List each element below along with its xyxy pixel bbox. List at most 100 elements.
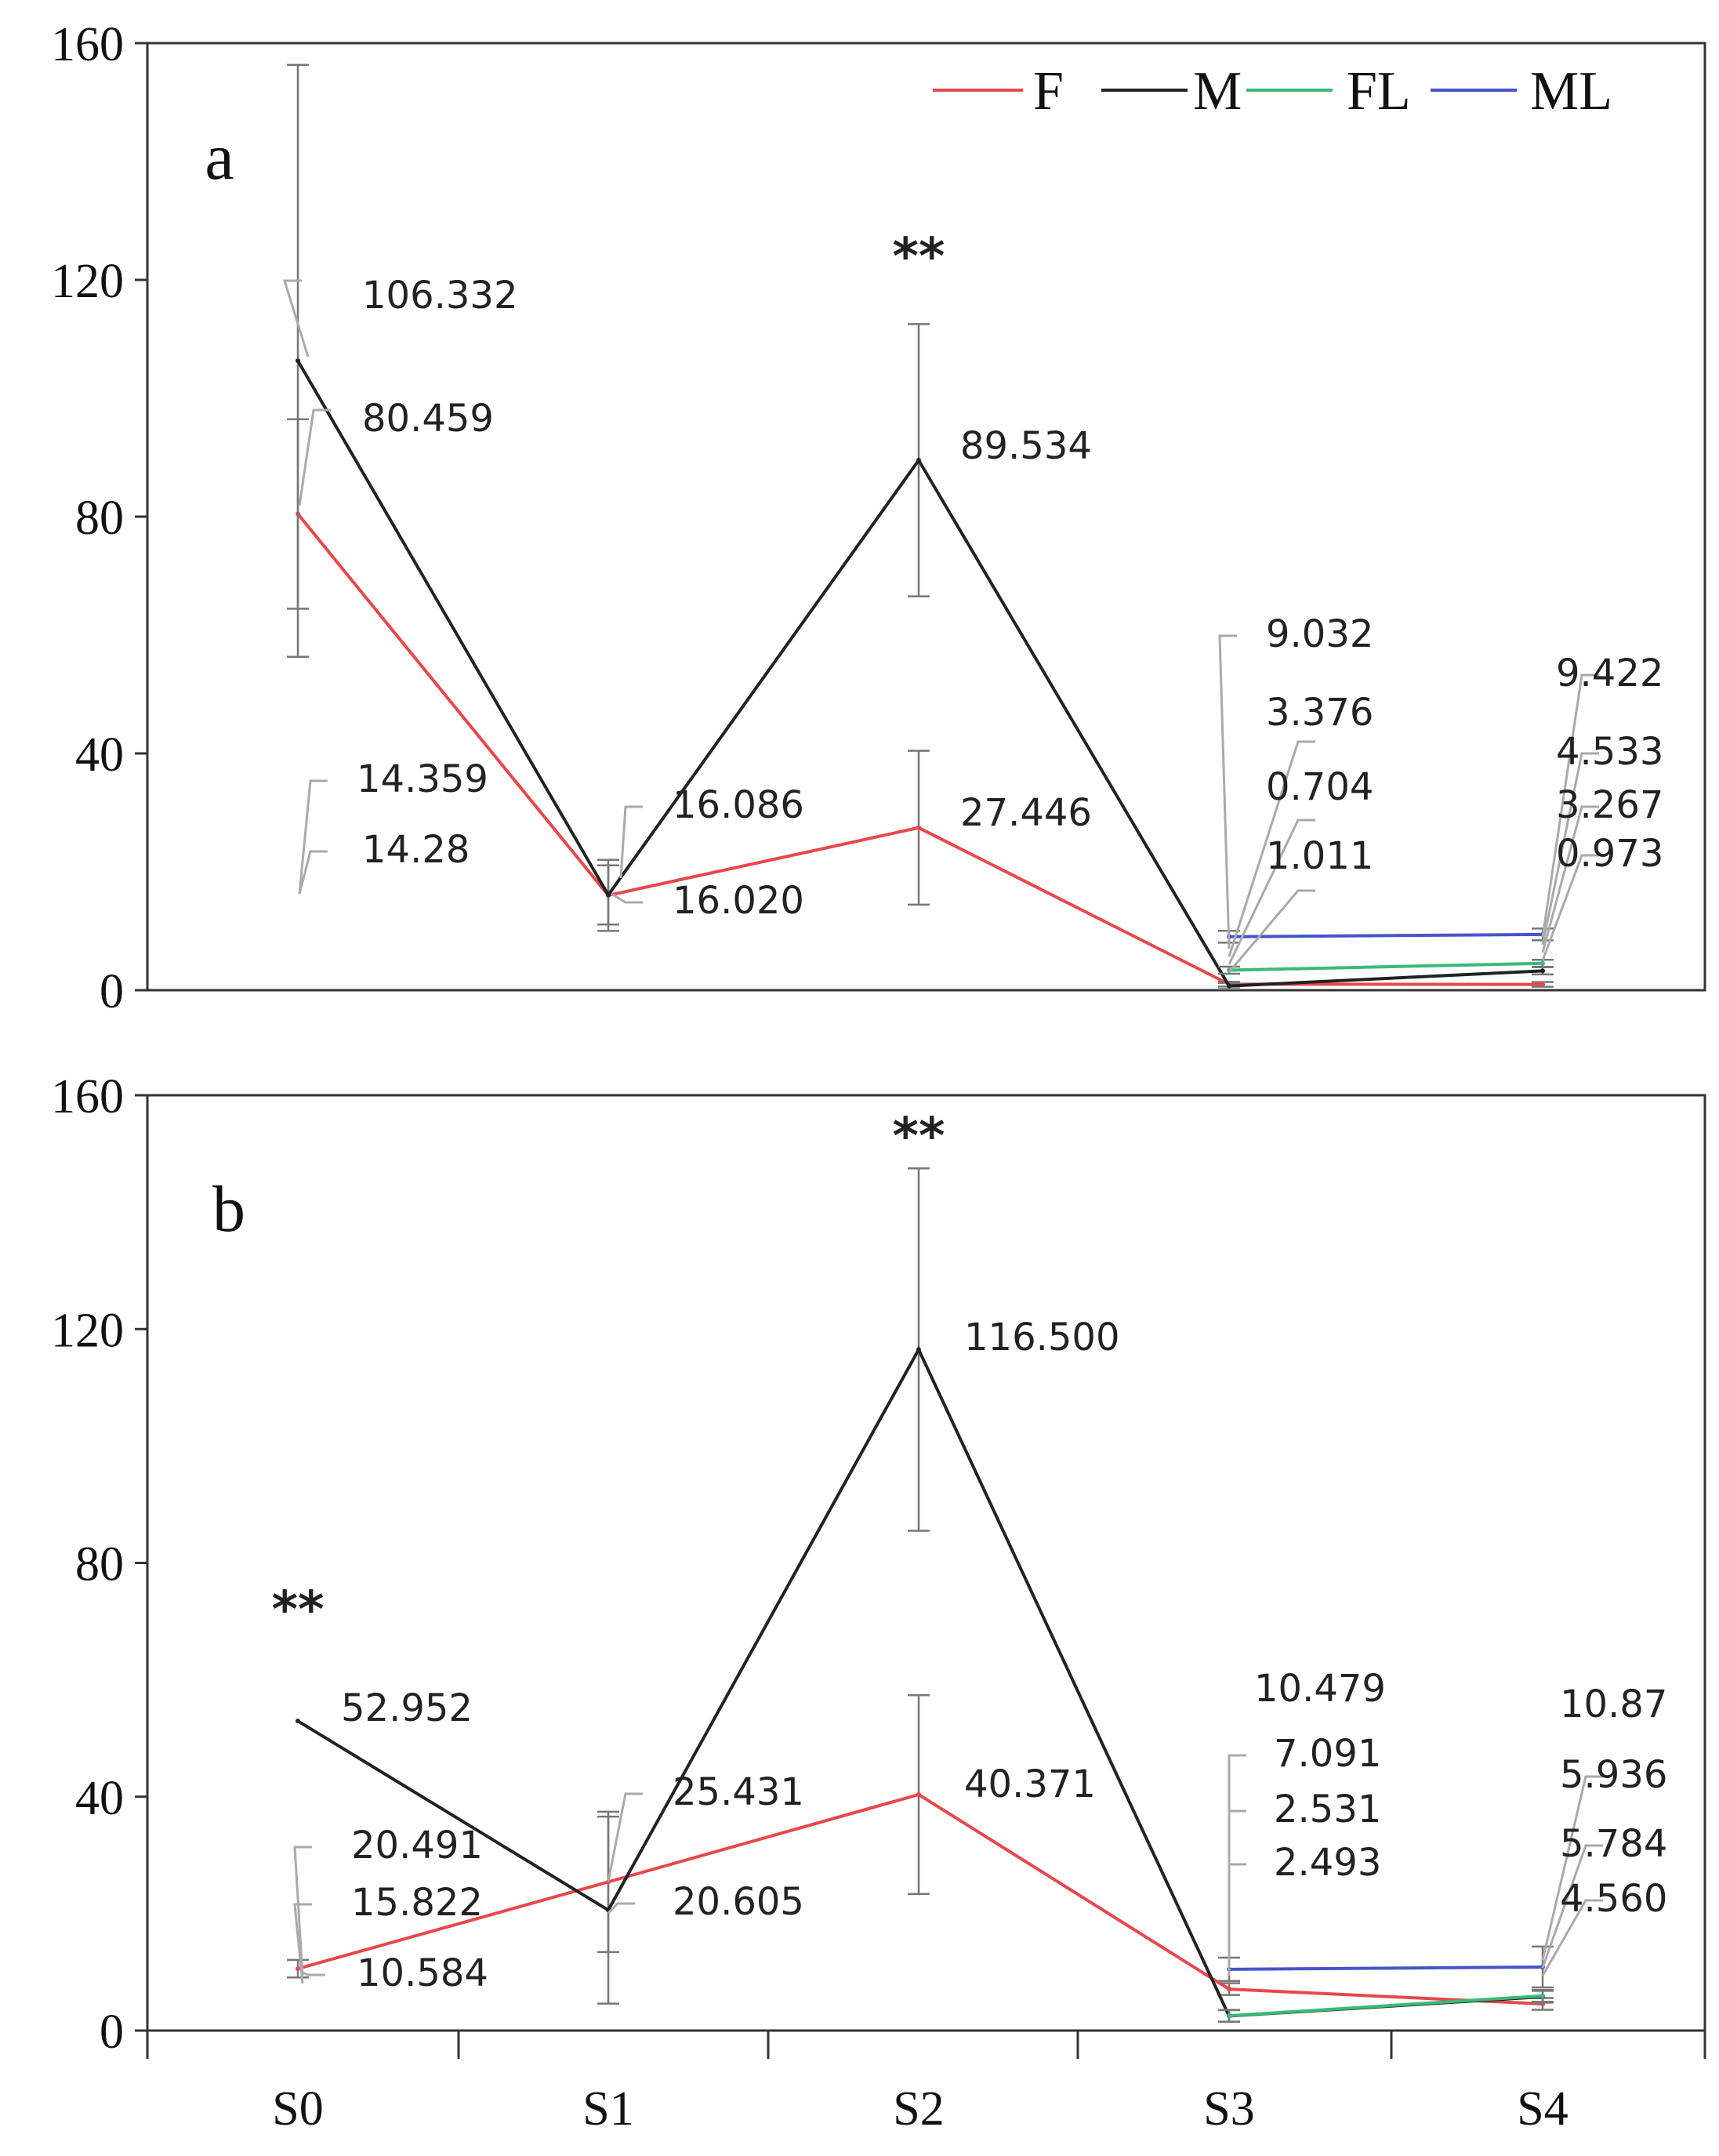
x-tick-label-s4: S4 — [1517, 2082, 1568, 2136]
point-m-s1 — [606, 892, 611, 898]
data-label: 1.011 — [1266, 834, 1373, 878]
leader-line — [298, 779, 328, 895]
y-tick-label-120: 120 — [51, 255, 124, 308]
series-ml — [1218, 1945, 1554, 1989]
leader-line — [1228, 1754, 1246, 1960]
legend-label-m: M — [1193, 61, 1242, 122]
line-m — [296, 360, 1543, 988]
leader-line — [1541, 805, 1599, 953]
leader-line — [1218, 634, 1237, 949]
point-m-s4 — [1540, 968, 1545, 974]
point-f-s2 — [916, 825, 921, 830]
leader-line — [1541, 752, 1599, 946]
panel-a: 0 40 80 120 160 a F M FL ML 106.332 80.459 14.359 14.… — [51, 18, 1706, 1018]
data-label: 7.091 — [1274, 1732, 1381, 1776]
data-label: 2.493 — [1274, 1841, 1381, 1885]
leader-line — [607, 1902, 635, 1915]
point-fl-s3 — [1227, 2013, 1231, 2019]
point-fl-s4 — [1540, 960, 1545, 966]
data-label: 10.87 — [1560, 1682, 1667, 1726]
legend: F M FL ML — [933, 61, 1612, 122]
leader-line — [1228, 740, 1315, 957]
significance-marker: ** — [893, 1108, 945, 1166]
data-label: 40.371 — [964, 1762, 1096, 1806]
data-label: 16.086 — [673, 783, 804, 827]
point-m-s2 — [916, 458, 921, 463]
series-m — [287, 64, 1554, 990]
data-label: 16.020 — [673, 879, 804, 923]
data-label: 80.459 — [362, 397, 494, 441]
x-tick-label-s2: S2 — [893, 2082, 944, 2136]
line-ml — [1228, 932, 1543, 938]
data-label: 4.560 — [1560, 1877, 1667, 1921]
data-label: 9.032 — [1266, 612, 1373, 656]
y-tick-label-160: 160 — [51, 18, 124, 71]
y-tick-label-40: 40 — [75, 1772, 124, 1825]
point-f-s0 — [296, 1966, 300, 1972]
legend-label-fl: FL — [1347, 61, 1411, 122]
significance-marker: ** — [893, 228, 945, 286]
point-f-s2 — [916, 1791, 921, 1797]
leader-line — [1541, 854, 1599, 961]
data-label: 0.704 — [1266, 765, 1373, 809]
leader-line — [611, 892, 643, 904]
y-tick-label-0: 0 — [100, 2005, 124, 2059]
y-tick-label-0: 0 — [100, 965, 124, 1018]
line-ml — [1228, 1965, 1543, 1971]
data-label: 0.973 — [1556, 832, 1663, 876]
leader-line — [1228, 818, 1315, 965]
data-label: 27.446 — [960, 791, 1092, 835]
y-tick-label-160: 160 — [51, 1070, 124, 1123]
data-label: 106.332 — [362, 274, 518, 318]
leader-line — [607, 1792, 643, 1882]
data-label: 10.479 — [1254, 1667, 1386, 1711]
leader-line — [1228, 1809, 1246, 1968]
data-label: 25.431 — [673, 1770, 804, 1814]
point-f-s4 — [1540, 982, 1545, 987]
y-tick-label-120: 120 — [51, 1304, 124, 1357]
leader-line — [298, 408, 331, 506]
leader-line — [1541, 1775, 1603, 1961]
line-f — [296, 513, 1543, 986]
data-label: 52.952 — [341, 1686, 473, 1730]
leader-line — [1228, 889, 1315, 973]
leader-line — [1228, 1863, 1246, 1976]
data-label: 20.491 — [351, 1824, 483, 1867]
legend-label-ml: ML — [1530, 61, 1612, 122]
data-label: 10.584 — [357, 1951, 488, 1995]
data-label: 89.534 — [960, 424, 1092, 468]
leader-line — [1541, 1899, 1603, 1976]
data-label: 5.784 — [1560, 1822, 1667, 1866]
leader-line — [619, 805, 643, 879]
data-label: 15.822 — [351, 1881, 483, 1925]
x-tick-label-s0: S0 — [272, 2082, 323, 2136]
point-fl-s4 — [1540, 1993, 1545, 1998]
point-m-s0 — [296, 1719, 300, 1724]
legend-label-f: F — [1033, 61, 1064, 122]
panel-letter: b — [212, 1173, 245, 1246]
point-m-s3 — [1227, 983, 1231, 989]
data-label: 5.936 — [1560, 1753, 1667, 1797]
y-tick-label-80: 80 — [75, 1538, 124, 1592]
y-tick-label-40: 40 — [75, 728, 124, 782]
point-f-s3 — [1227, 1987, 1231, 1992]
data-label: 116.500 — [964, 1316, 1120, 1359]
x-tick-label-s3: S3 — [1203, 2082, 1254, 2136]
series-fl — [1218, 1989, 1554, 2023]
data-label: 4.533 — [1556, 730, 1663, 774]
leader-line — [1541, 673, 1599, 938]
series-ml — [1218, 927, 1554, 944]
y-tick-label-80: 80 — [75, 492, 124, 545]
line-fl — [1228, 1994, 1543, 2018]
point-m-s0 — [296, 358, 300, 364]
data-label: 14.359 — [357, 757, 488, 801]
leader-line — [298, 850, 328, 895]
point-m-s2 — [916, 1347, 921, 1352]
significance-marker: ** — [272, 1581, 325, 1639]
leader-line — [1541, 1844, 1603, 1969]
data-label: 9.422 — [1556, 652, 1663, 695]
data-label: 14.28 — [362, 828, 470, 872]
data-label: 3.267 — [1556, 783, 1663, 827]
panel-b: 0 40 80 120 160 S0 S1 S2 S3 S4 b 52.952 20.491 15.822… — [51, 1070, 1706, 2136]
